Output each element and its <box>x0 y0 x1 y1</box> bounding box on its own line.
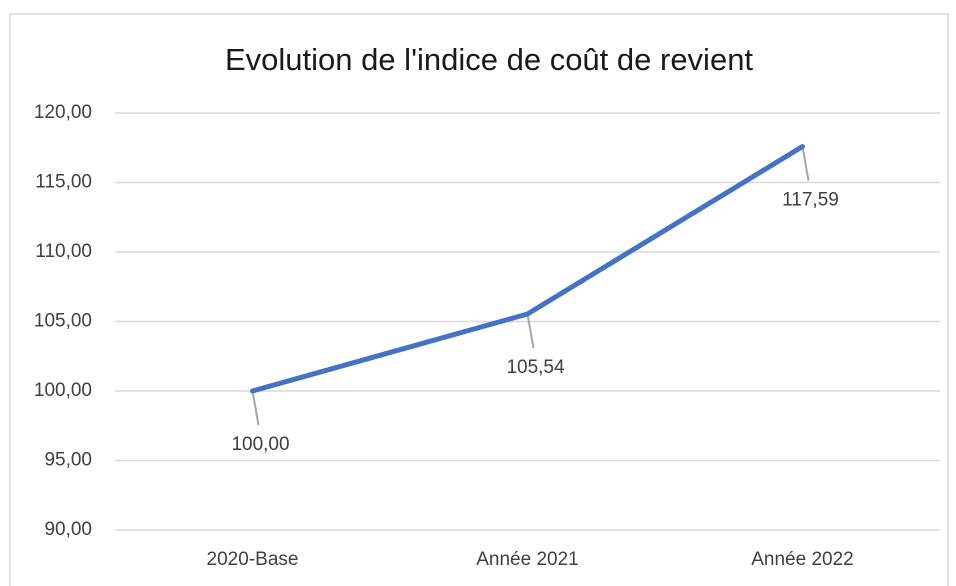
chart-title: Evolution de l'indice de coût de revient <box>225 42 753 77</box>
y-tick-label: 95,00 <box>44 450 92 471</box>
x-tick-label: Année 2021 <box>476 549 579 570</box>
data-label: 117,59 <box>782 190 839 211</box>
x-tick-label: 2020-Base <box>207 549 299 570</box>
y-tick-label: 90,00 <box>44 519 92 540</box>
y-tick-label: 105,00 <box>34 311 92 332</box>
data-label: 100,00 <box>231 434 289 455</box>
y-tick-label: 100,00 <box>34 380 92 401</box>
leader-line <box>251 390 260 426</box>
leader-line <box>526 313 535 349</box>
chart-border <box>9 13 949 586</box>
x-tick-label: Année 2022 <box>751 549 854 570</box>
leader-line <box>801 146 810 181</box>
y-tick-label: 115,00 <box>35 172 92 193</box>
series-line <box>250 143 805 394</box>
y-tick-label: 110,00 <box>35 241 92 262</box>
data-label: 105,54 <box>506 357 565 378</box>
y-tick-label: 120,00 <box>34 102 92 123</box>
